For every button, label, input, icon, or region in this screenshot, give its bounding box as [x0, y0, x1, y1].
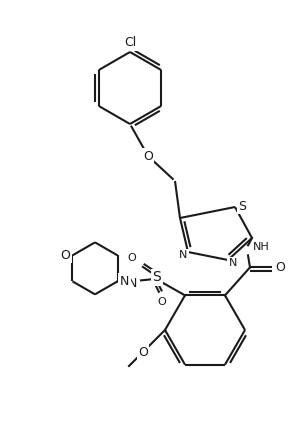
Text: N: N	[120, 275, 129, 288]
Text: O: O	[143, 150, 153, 163]
Text: O: O	[275, 261, 285, 274]
Text: O: O	[128, 253, 136, 263]
Text: S: S	[238, 200, 246, 212]
Text: S: S	[153, 270, 161, 284]
Text: O: O	[158, 297, 166, 307]
Text: Cl: Cl	[124, 37, 136, 50]
Text: N: N	[179, 250, 187, 260]
Text: N: N	[127, 277, 137, 290]
Text: N: N	[229, 258, 237, 268]
Text: O: O	[61, 249, 70, 262]
Text: NH: NH	[253, 242, 270, 252]
Text: O: O	[138, 345, 148, 358]
